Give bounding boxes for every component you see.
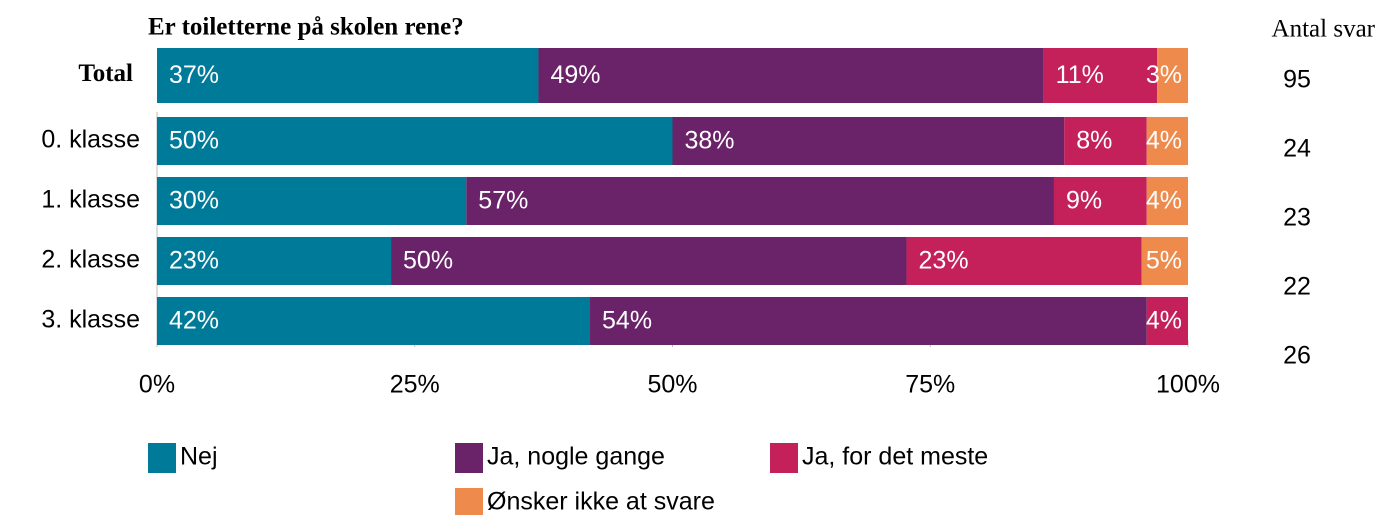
bar-segment	[1157, 48, 1188, 103]
bar-segment	[391, 237, 907, 285]
bar-segment	[157, 177, 467, 225]
category-label: 3. klasse	[41, 306, 140, 334]
chart-title: Er toiletterne på skolen rene?	[148, 14, 464, 41]
legend-swatch	[770, 443, 798, 473]
value-label: 23%	[919, 247, 969, 275]
value-label: 30%	[169, 187, 219, 215]
bar-segment	[906, 237, 1142, 285]
bar-segment	[157, 117, 673, 165]
value-label: 50%	[169, 127, 219, 155]
value-label: 9%	[1066, 187, 1102, 215]
legend-label: Nej	[180, 443, 218, 471]
value-label: 57%	[478, 187, 528, 215]
legend-label: Ønsker ikke at svare	[487, 488, 715, 515]
bar-segment	[1146, 297, 1188, 345]
legend-label: Ja, nogle gange	[487, 443, 665, 471]
count-label: 22	[1283, 273, 1311, 301]
count-label: 24	[1283, 135, 1311, 163]
bar-segment	[538, 48, 1044, 103]
bar-segment	[672, 117, 1065, 165]
value-label: 37%	[169, 61, 219, 89]
value-label: 49%	[550, 61, 600, 89]
bar-segment	[590, 297, 1147, 345]
bar-segment	[1043, 48, 1158, 103]
value-label: 4%	[1146, 127, 1182, 155]
value-label: 50%	[403, 247, 453, 275]
value-label: 54%	[602, 307, 652, 335]
legend-swatch	[455, 488, 483, 515]
count-label: 23	[1283, 204, 1311, 232]
legend-swatch	[148, 443, 176, 473]
value-label: 8%	[1076, 127, 1112, 155]
x-tick-label: 100%	[1156, 371, 1220, 399]
category-label: 2. klasse	[41, 246, 140, 274]
x-tick-label: 25%	[390, 371, 440, 399]
value-label: 4%	[1146, 307, 1182, 335]
category-label: 0. klasse	[41, 126, 140, 154]
value-label: 4%	[1146, 187, 1182, 215]
bar-segment	[1146, 177, 1188, 225]
legend-label: Ja, for det meste	[802, 443, 988, 471]
value-label: 5%	[1146, 247, 1182, 275]
counts-title: Antal svar	[1272, 16, 1376, 43]
value-label: 3%	[1146, 61, 1182, 89]
value-label: 42%	[169, 307, 219, 335]
bar-segment	[466, 177, 1054, 225]
x-tick-label: 50%	[647, 371, 697, 399]
bar-segment	[1141, 237, 1188, 285]
bar-segment	[157, 237, 392, 285]
bar-segment	[1146, 117, 1188, 165]
count-label: 95	[1283, 66, 1311, 94]
bar-segment	[157, 48, 539, 103]
bar-segment	[1064, 117, 1147, 165]
legend-swatch	[455, 443, 483, 473]
x-tick-label: 0%	[139, 371, 175, 399]
x-tick-label: 75%	[905, 371, 955, 399]
value-label: 38%	[685, 127, 735, 155]
count-label: 26	[1283, 342, 1311, 370]
bar-segment	[157, 297, 591, 345]
value-label: 23%	[169, 247, 219, 275]
value-label: 11%	[1056, 61, 1104, 89]
bar-segment	[1053, 177, 1147, 225]
category-label: Total	[78, 60, 133, 87]
category-label: 1. klasse	[41, 186, 140, 214]
